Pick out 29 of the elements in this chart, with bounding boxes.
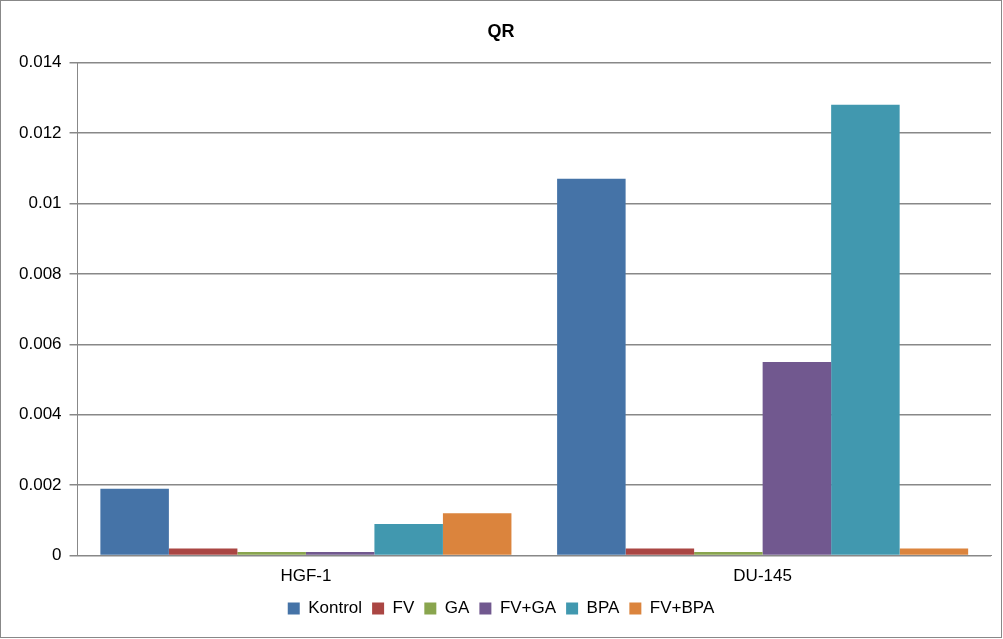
y-tick-label: 0.01 xyxy=(28,193,62,213)
legend-label: FV+GA xyxy=(499,598,557,618)
bar xyxy=(374,523,443,555)
x-tick-label: HGF-1 xyxy=(280,566,332,586)
y-tick-label: 0.004 xyxy=(18,404,62,424)
y-tick-label: 0 xyxy=(52,545,62,565)
x-tick-label: DU-145 xyxy=(733,566,792,586)
legend-label: GA xyxy=(444,598,471,618)
bar xyxy=(442,513,512,555)
y-tick-label: 0.014 xyxy=(18,52,62,72)
bar xyxy=(762,361,832,555)
legend-label: BPA xyxy=(586,598,621,618)
legend-label: FV+BPA xyxy=(649,598,715,618)
bar xyxy=(899,548,969,555)
legend-label: Kontrol xyxy=(308,598,363,618)
y-tick-label: 0.002 xyxy=(18,474,62,494)
y-tick-label: 0.012 xyxy=(18,122,62,142)
y-tick-label: 0.006 xyxy=(18,334,62,353)
y-tick-label: 0.008 xyxy=(18,263,62,283)
bar xyxy=(694,552,763,555)
bar xyxy=(831,104,900,555)
bar xyxy=(625,548,695,555)
bar xyxy=(100,488,169,555)
legend-label: FV xyxy=(392,598,415,618)
chart-title: QR xyxy=(487,20,515,41)
bar xyxy=(168,548,238,555)
bar xyxy=(557,178,626,555)
bar xyxy=(237,552,306,555)
bar xyxy=(305,552,375,555)
